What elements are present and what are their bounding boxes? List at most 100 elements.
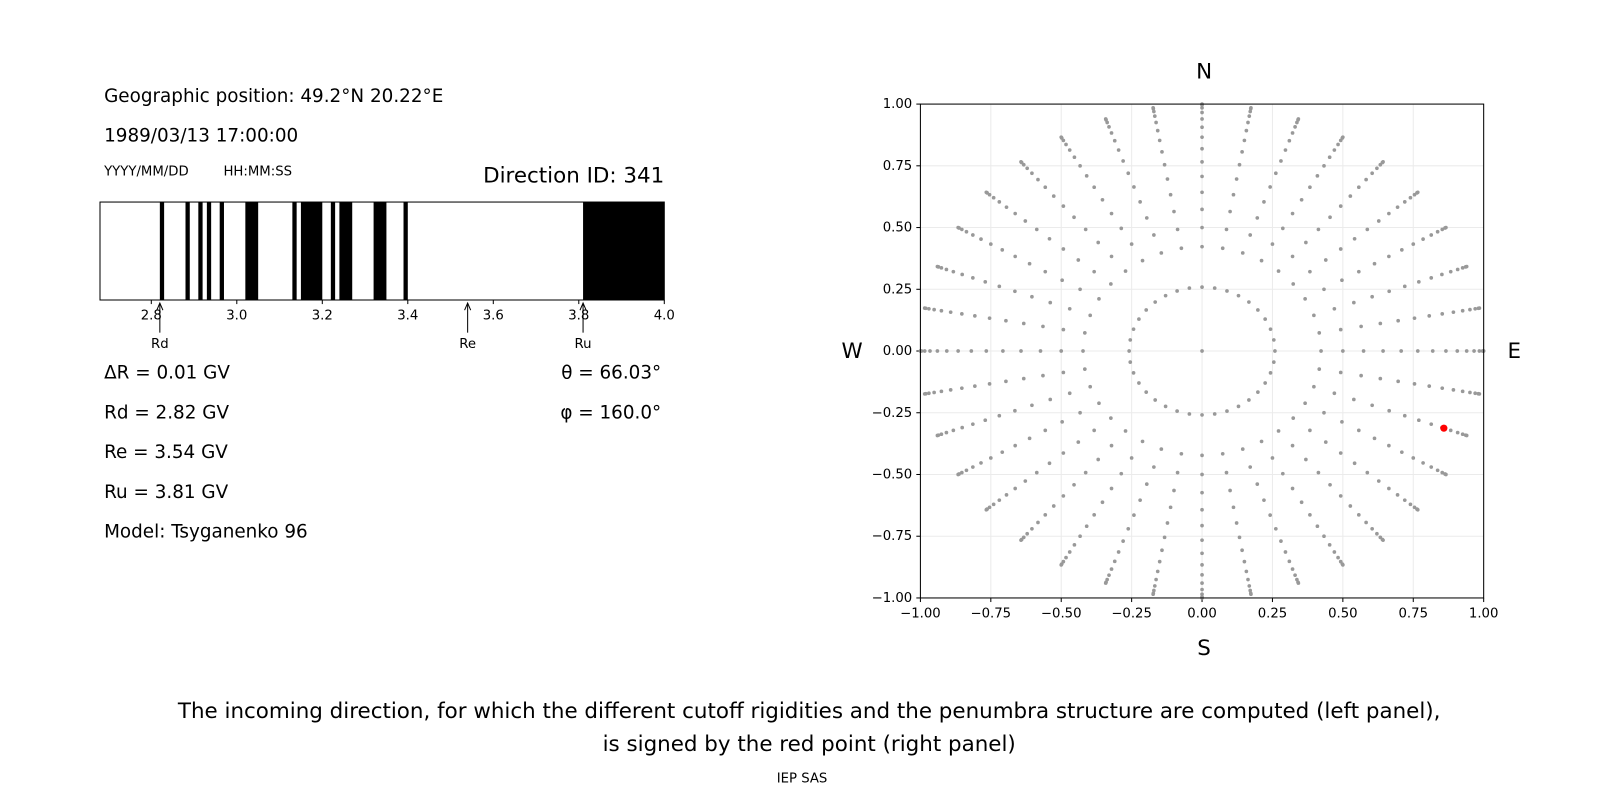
penumbra-band	[159, 202, 165, 300]
cutoff-value: Ru = 3.81 GV	[104, 482, 229, 503]
direction-point	[1097, 297, 1101, 301]
direction-point	[1327, 543, 1332, 547]
direction-point	[1165, 521, 1170, 525]
x-tick-label: 2.8	[141, 308, 162, 323]
direction-point	[1240, 548, 1244, 553]
direction-point	[1027, 436, 1032, 441]
direction-point	[1376, 219, 1381, 223]
direction-point	[922, 392, 927, 396]
direction-point	[1152, 588, 1156, 593]
direction-point	[1061, 247, 1066, 251]
direction-point	[1051, 194, 1056, 198]
x-tick-label: 1.00	[1469, 606, 1499, 621]
direction-point	[1200, 135, 1204, 140]
direction-point	[1100, 197, 1105, 202]
direction-point	[1312, 313, 1316, 318]
direction-point	[1435, 468, 1440, 473]
direction-point	[1256, 390, 1260, 394]
direction-point	[1144, 216, 1149, 220]
footer: IEP SAS	[777, 772, 828, 787]
direction-point	[1247, 584, 1252, 588]
direction-point	[1356, 185, 1361, 190]
direction-point	[997, 498, 1002, 503]
direction-point	[1338, 204, 1343, 208]
direction-point	[939, 432, 944, 437]
direction-point	[1013, 289, 1017, 294]
direction-point	[1187, 412, 1192, 416]
x-tick-label: 3.6	[483, 308, 504, 323]
direction-point	[1262, 498, 1266, 503]
compass-label: N	[1196, 59, 1212, 84]
direction-point	[1234, 177, 1239, 181]
direction-point	[1299, 197, 1304, 202]
direction-point	[1270, 242, 1275, 246]
direction-point	[922, 349, 927, 353]
direction-point	[1315, 174, 1320, 178]
direction-point	[1352, 461, 1357, 466]
direction-point	[1460, 389, 1465, 394]
direction-point	[1162, 162, 1167, 167]
direction-point	[1043, 269, 1048, 274]
direction-point	[991, 502, 996, 507]
direction-point	[1352, 397, 1356, 402]
direction-point	[1340, 278, 1344, 283]
direction-point	[1034, 470, 1039, 475]
direction-point	[1051, 504, 1056, 508]
x-tick-label: 0.75	[1399, 606, 1429, 621]
resolution: ΔR = 0.01 GV	[104, 362, 230, 383]
direction-point	[1126, 171, 1131, 176]
direction-point	[1402, 200, 1407, 204]
direction-point	[1375, 531, 1379, 536]
direction-point	[1259, 439, 1264, 444]
direction-point	[1084, 524, 1089, 529]
direction-point	[1356, 513, 1361, 517]
direction-point	[1291, 416, 1296, 420]
direction-point	[1200, 207, 1204, 212]
direction-point	[1356, 428, 1361, 433]
direction-point	[1364, 520, 1368, 525]
direction-point	[1048, 300, 1053, 305]
direction-point	[1061, 327, 1066, 332]
direction-point	[1477, 306, 1482, 310]
direction-point	[1429, 276, 1434, 280]
direction-point	[1308, 269, 1312, 274]
direction-point	[1152, 233, 1156, 237]
direction-point	[1338, 247, 1343, 251]
direction-point	[1472, 349, 1476, 353]
direction-point	[1415, 507, 1420, 512]
direction-point	[1244, 128, 1249, 133]
direction-point	[1041, 373, 1045, 378]
direction-point	[1435, 229, 1440, 234]
direction-point	[951, 428, 956, 433]
direction-point	[1440, 227, 1445, 232]
direction-point	[1370, 171, 1374, 176]
direction-point	[1027, 261, 1032, 266]
direction-point	[1152, 109, 1156, 114]
direction-point	[1081, 349, 1085, 353]
penumbra-band	[330, 202, 336, 300]
direction-point	[956, 472, 960, 477]
direction-point	[1247, 300, 1251, 304]
direction-point	[1200, 117, 1204, 121]
direction-point	[932, 390, 936, 395]
direction-point	[1200, 551, 1204, 556]
direction-point	[1248, 233, 1253, 237]
direction-point	[1304, 457, 1308, 462]
direction-point	[1293, 573, 1297, 577]
cutoff-value: Re = 3.54 GV	[104, 442, 228, 463]
direction-point	[1043, 428, 1048, 433]
direction-point	[1240, 149, 1244, 154]
direction-point	[1268, 513, 1272, 517]
direction-point	[1168, 192, 1173, 197]
direction-point	[988, 242, 993, 246]
direction-point	[1408, 195, 1413, 200]
direction-point	[1060, 278, 1064, 283]
direction-point	[1109, 131, 1114, 135]
direction-point	[1092, 513, 1097, 517]
direction-point	[1061, 451, 1066, 455]
direction-point	[1109, 416, 1113, 420]
direction-point	[1249, 592, 1253, 597]
direction-point	[1381, 160, 1385, 164]
direction-point	[1427, 314, 1432, 318]
direction-point	[927, 391, 931, 396]
